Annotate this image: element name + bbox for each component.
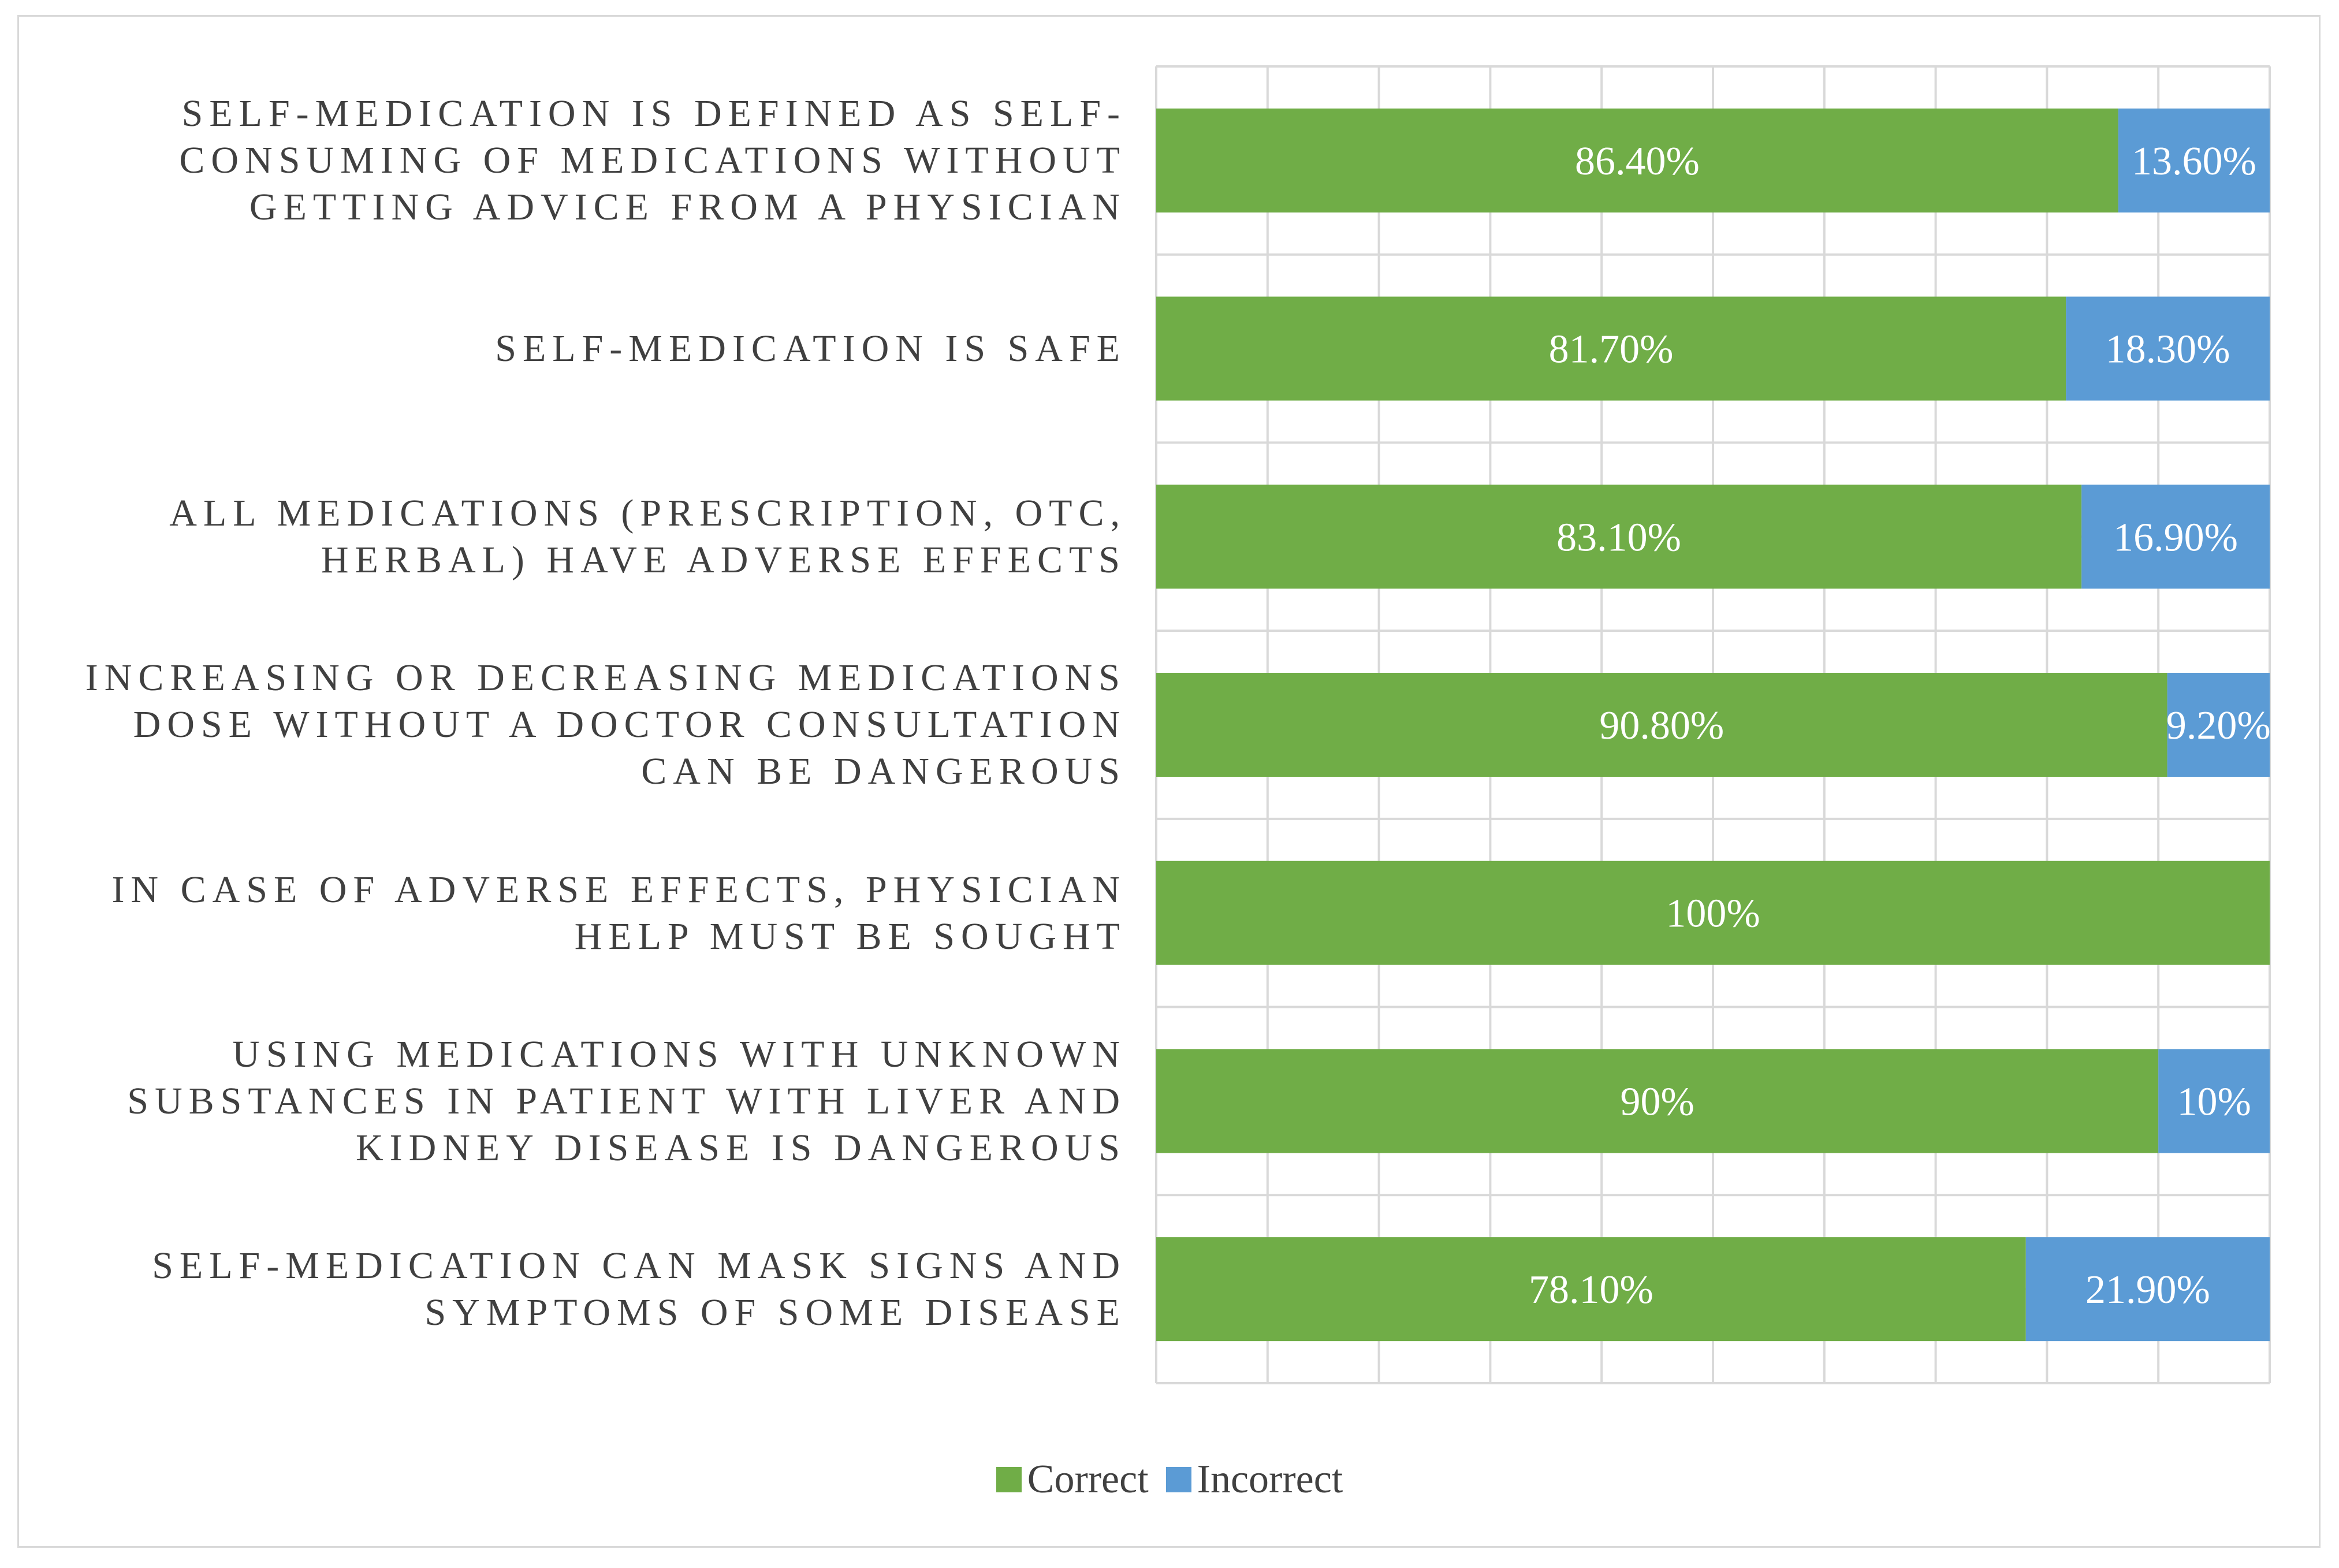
- legend: Correct Incorrect: [0, 1457, 2339, 1503]
- data-label-correct-3: 90.80%: [1599, 703, 1724, 748]
- legend-swatch-incorrect: [1165, 1467, 1191, 1492]
- data-label-correct-2: 83.10%: [1556, 515, 1681, 560]
- category-label: All medications (prescription, OTC, herb…: [40, 442, 1126, 631]
- bar-correct-1: [1156, 296, 2066, 401]
- bar-correct-5: [1156, 1049, 2159, 1153]
- data-label-correct-4: 100%: [1666, 892, 1760, 936]
- legend-swatch-correct: [996, 1467, 1022, 1492]
- bar-correct-4: [1156, 861, 2270, 965]
- category-label-text: All medications (prescription, OTC, herb…: [169, 492, 1126, 582]
- bar-correct-0: [1156, 108, 2118, 213]
- data-label-correct-5: 90%: [1620, 1079, 1694, 1124]
- bar-incorrect-1: [2066, 296, 2270, 401]
- data-label-incorrect-6: 21.90%: [2085, 1268, 2210, 1312]
- data-label-incorrect-2: 16.90%: [2113, 515, 2238, 560]
- data-label-incorrect-0: 13.60%: [2132, 139, 2256, 184]
- bar-correct-6: [1156, 1237, 2026, 1342]
- data-label-incorrect-1: 18.30%: [2106, 327, 2230, 372]
- category-label-text: Self-medication is defined as self-consu…: [179, 92, 1126, 229]
- data-label-correct-1: 81.70%: [1549, 327, 1674, 372]
- category-label-text: Increasing or decreasing medications dos…: [85, 657, 1126, 793]
- bar-incorrect-5: [2158, 1049, 2270, 1153]
- bar-incorrect-0: [2118, 108, 2270, 213]
- category-label-text: Using medications with unknown substance…: [127, 1033, 1126, 1169]
- data-label-correct-6: 78.10%: [1529, 1268, 1653, 1312]
- data-label-incorrect-5: 10%: [2177, 1079, 2251, 1124]
- legend-label-correct: Correct: [1027, 1457, 1149, 1502]
- data-label-correct-0: 86.40%: [1575, 139, 1700, 184]
- bar-incorrect-2: [2081, 485, 2270, 589]
- bar-incorrect-6: [2025, 1237, 2270, 1342]
- category-label: Increasing or decreasing medications dos…: [40, 631, 1126, 819]
- category-label: Using medications with unknown substance…: [40, 1007, 1126, 1195]
- category-label: Self-medication is defined as self-consu…: [40, 66, 1126, 255]
- category-label: In case of adverse effects, physician he…: [40, 819, 1126, 1007]
- bar-correct-3: [1156, 673, 2167, 777]
- category-label-text: Self-medication is safe: [495, 327, 1126, 370]
- data-label-incorrect-3: 9.20%: [2166, 703, 2271, 748]
- category-label: Self-medication is safe: [40, 255, 1126, 443]
- category-label: Self-medication can mask signs and sympt…: [40, 1195, 1126, 1383]
- legend-item-incorrect: Incorrect: [1165, 1457, 1343, 1503]
- legend-item-correct: Correct: [996, 1457, 1149, 1503]
- legend-label-incorrect: Incorrect: [1197, 1457, 1343, 1502]
- category-label-text: Self-medication can mask signs and sympt…: [152, 1245, 1126, 1334]
- bar-correct-2: [1156, 485, 2082, 589]
- category-label-text: In case of adverse effects, physician he…: [111, 868, 1126, 958]
- bar-incorrect-3: [2167, 673, 2270, 777]
